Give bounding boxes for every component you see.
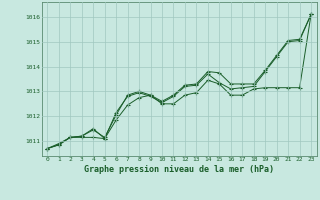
X-axis label: Graphe pression niveau de la mer (hPa): Graphe pression niveau de la mer (hPa) [84,165,274,174]
